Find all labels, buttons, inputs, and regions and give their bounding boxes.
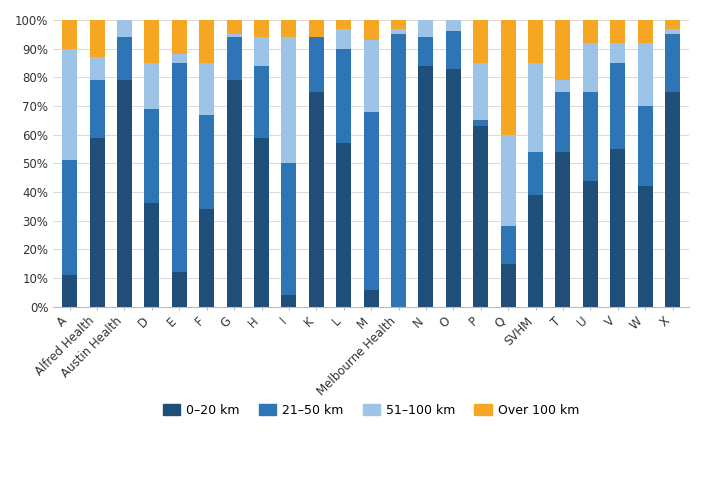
Bar bbox=[309, 92, 324, 307]
Bar bbox=[555, 80, 570, 92]
Bar bbox=[62, 160, 77, 275]
Bar bbox=[117, 37, 132, 80]
Bar bbox=[172, 63, 187, 272]
Bar bbox=[254, 138, 269, 307]
Bar bbox=[62, 49, 77, 160]
Bar bbox=[473, 120, 489, 126]
Bar bbox=[337, 20, 351, 29]
Bar bbox=[418, 66, 434, 307]
Bar bbox=[144, 20, 159, 63]
Bar bbox=[501, 135, 515, 226]
Bar bbox=[62, 20, 77, 49]
Bar bbox=[583, 92, 598, 181]
Bar bbox=[337, 143, 351, 307]
Bar bbox=[199, 63, 214, 115]
Bar bbox=[610, 43, 625, 63]
Bar bbox=[199, 209, 214, 307]
Bar bbox=[555, 20, 570, 80]
Bar bbox=[282, 163, 296, 295]
Bar bbox=[638, 106, 653, 186]
Bar bbox=[282, 295, 296, 307]
Bar bbox=[665, 34, 680, 92]
Bar bbox=[363, 290, 379, 307]
Bar bbox=[172, 272, 187, 307]
Bar bbox=[363, 112, 379, 290]
Bar bbox=[199, 115, 214, 209]
Bar bbox=[473, 126, 489, 307]
Bar bbox=[583, 20, 598, 43]
Bar bbox=[446, 20, 461, 32]
Bar bbox=[391, 34, 406, 307]
Bar bbox=[199, 20, 214, 63]
Bar bbox=[418, 20, 434, 37]
Bar bbox=[473, 20, 489, 63]
Bar bbox=[446, 69, 461, 307]
Bar bbox=[638, 20, 653, 43]
Bar bbox=[254, 37, 269, 66]
Bar bbox=[610, 63, 625, 149]
Bar bbox=[446, 0, 461, 20]
Legend: 0–20 km, 21–50 km, 51–100 km, Over 100 km: 0–20 km, 21–50 km, 51–100 km, Over 100 k… bbox=[158, 399, 584, 422]
Bar bbox=[583, 181, 598, 307]
Bar bbox=[363, 20, 379, 40]
Bar bbox=[172, 54, 187, 63]
Bar bbox=[254, 20, 269, 37]
Bar bbox=[89, 80, 105, 138]
Bar bbox=[665, 20, 680, 29]
Bar bbox=[282, 20, 296, 37]
Bar bbox=[610, 20, 625, 43]
Bar bbox=[89, 57, 105, 80]
Bar bbox=[309, 37, 324, 92]
Bar bbox=[638, 186, 653, 307]
Bar bbox=[418, 37, 434, 66]
Bar bbox=[528, 152, 543, 195]
Bar bbox=[227, 34, 241, 37]
Bar bbox=[583, 43, 598, 92]
Bar bbox=[528, 20, 543, 63]
Bar bbox=[610, 149, 625, 307]
Bar bbox=[89, 20, 105, 57]
Bar bbox=[446, 32, 461, 69]
Bar bbox=[254, 66, 269, 138]
Bar bbox=[227, 20, 241, 34]
Bar bbox=[391, 20, 406, 29]
Bar bbox=[555, 152, 570, 307]
Bar bbox=[227, 80, 241, 307]
Bar bbox=[337, 29, 351, 49]
Bar bbox=[501, 20, 515, 135]
Bar bbox=[363, 40, 379, 112]
Bar bbox=[638, 43, 653, 106]
Bar bbox=[665, 92, 680, 307]
Bar bbox=[282, 37, 296, 163]
Bar bbox=[62, 275, 77, 307]
Bar bbox=[89, 138, 105, 307]
Bar bbox=[418, 0, 434, 20]
Bar bbox=[309, 20, 324, 37]
Bar bbox=[391, 29, 406, 34]
Bar bbox=[227, 37, 241, 80]
Bar bbox=[528, 63, 543, 152]
Bar bbox=[665, 29, 680, 34]
Bar bbox=[555, 92, 570, 152]
Bar bbox=[144, 63, 159, 109]
Bar bbox=[501, 264, 515, 307]
Bar bbox=[337, 49, 351, 143]
Bar bbox=[144, 109, 159, 203]
Bar bbox=[117, 80, 132, 307]
Bar bbox=[473, 63, 489, 120]
Bar bbox=[528, 195, 543, 307]
Bar bbox=[501, 226, 515, 264]
Bar bbox=[117, 20, 132, 37]
Bar bbox=[172, 20, 187, 54]
Bar bbox=[144, 203, 159, 307]
